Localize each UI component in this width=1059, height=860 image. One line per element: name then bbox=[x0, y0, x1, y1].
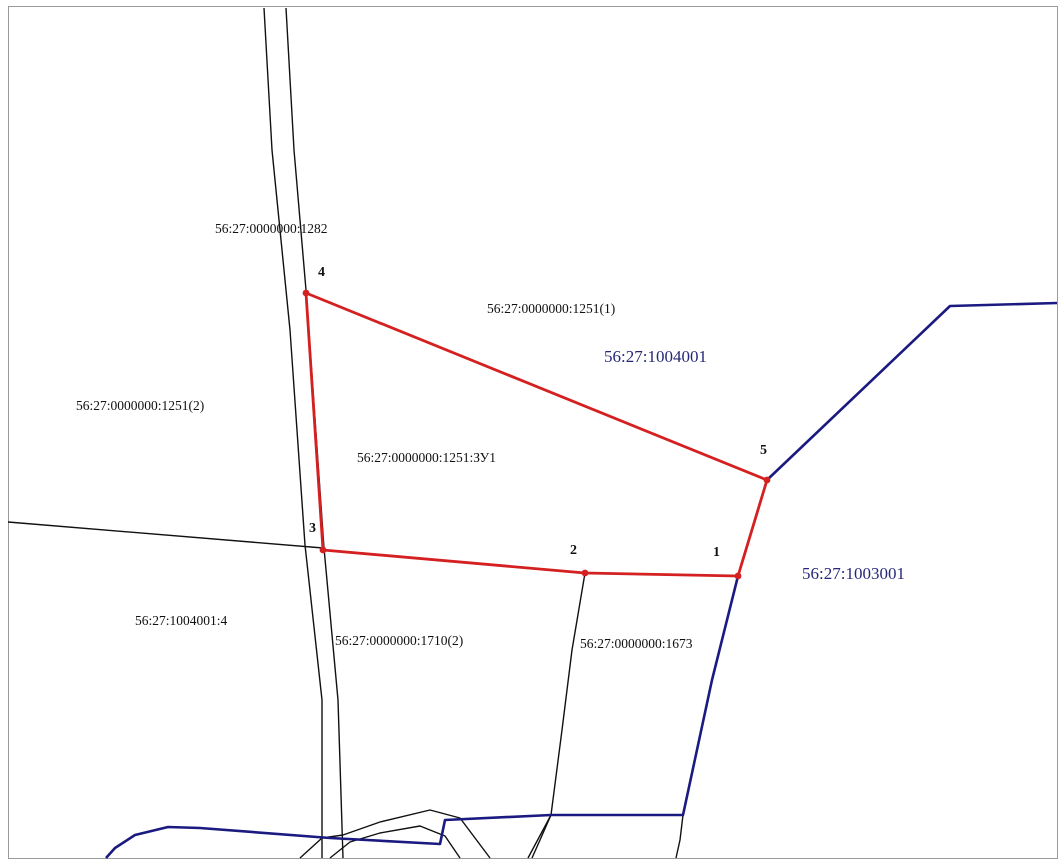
bottom-boundary-d bbox=[675, 814, 684, 859]
bottom-boundary-c bbox=[531, 814, 552, 859]
point-number-3: 3 bbox=[309, 521, 316, 536]
point-number-2: 2 bbox=[570, 543, 577, 558]
west-parcel-boundary bbox=[7, 521, 324, 549]
bottom-boundary-a bbox=[299, 809, 491, 859]
quarter-boundary-northeast bbox=[766, 301, 1058, 481]
label-parcel-1004001-4: 56:27:1004001:4 bbox=[135, 613, 228, 628]
label-parcel-1251-1: 56:27:0000000:1251(1) bbox=[487, 301, 615, 316]
parcel-1673-west-boundary bbox=[527, 572, 586, 859]
point-number-5: 5 bbox=[760, 443, 767, 458]
label-quarter-1004001: 56:27:1004001 bbox=[604, 347, 707, 366]
road-left-edge bbox=[263, 7, 323, 858]
parcel-zu1-boundary bbox=[304, 291, 769, 578]
vertex-1 bbox=[734, 572, 742, 580]
vertex-3 bbox=[319, 546, 327, 554]
bottom-boundary-b bbox=[329, 825, 461, 859]
map-frame bbox=[8, 6, 1058, 859]
label-road-1282: 56:27:0000000:1282 bbox=[215, 221, 328, 236]
vertex-2 bbox=[581, 569, 589, 577]
quarter-boundary-east bbox=[105, 575, 740, 859]
vertex-5 bbox=[763, 476, 771, 484]
label-parcel-1251-2: 56:27:0000000:1251(2) bbox=[76, 398, 204, 413]
point-number-1: 1 bbox=[713, 545, 720, 560]
point-number-4: 4 bbox=[318, 265, 325, 280]
label-parcel-1673: 56:27:0000000:1673 bbox=[580, 636, 693, 651]
label-parcel-zu1: 56:27:0000000:1251:ЗУ1 bbox=[357, 450, 496, 465]
label-parcel-1710-2: 56:27:0000000:1710(2) bbox=[335, 633, 463, 648]
label-quarter-1003001: 56:27:1003001 bbox=[802, 564, 905, 583]
vertex-4 bbox=[302, 289, 310, 297]
